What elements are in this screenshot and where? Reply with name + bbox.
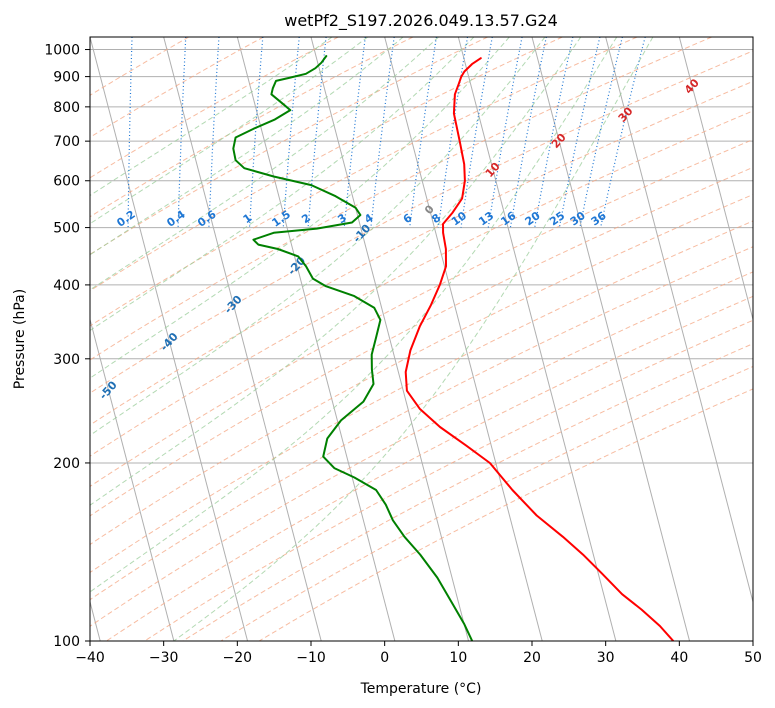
y-tick-label: 300	[53, 352, 80, 368]
moist-adiabat-line	[90, 37, 475, 332]
y-tick-label: 700	[53, 134, 80, 150]
mixing-ratio-line	[127, 37, 133, 228]
moist-adiabat-line	[90, 37, 510, 379]
x-tick-label: 50	[744, 650, 762, 666]
mixing-ratio-line	[558, 37, 601, 228]
x-axis-title: Temperature (°C)	[360, 681, 482, 697]
moist-adiabat-line	[90, 37, 618, 593]
moist-adiabat-line	[90, 37, 439, 291]
moist-adiabat-line	[90, 37, 333, 197]
y-tick-label: 800	[53, 100, 80, 116]
x-tick-label: 0	[380, 650, 389, 666]
dry-adiabat-line	[90, 110, 753, 457]
isotherm-line	[310, 37, 470, 641]
x-axis-ticks: −40 −30 −20 −10 0 10 20 30 40 50	[75, 641, 762, 666]
y-tick-label: 1000	[44, 43, 80, 59]
y-tick-label: 500	[53, 221, 80, 237]
dry-adiabat-line	[144, 319, 753, 641]
dry-adiabat-line	[90, 50, 753, 394]
isotherm-line	[384, 37, 543, 641]
isotherm-line	[236, 37, 396, 641]
x-tick-label: −40	[75, 650, 105, 666]
x-tick-label: −10	[296, 650, 326, 666]
moist-adiabat-line	[173, 37, 654, 641]
x-tick-label: 40	[670, 650, 688, 666]
mixing-ratio-lines	[127, 37, 646, 228]
isotherm-line	[457, 37, 617, 641]
moist-adiabat-line	[90, 37, 582, 506]
y-axis-ticks: 100 200 300 400 500 600 700 800 900 1000	[44, 43, 90, 650]
dry-adiabat-line	[106, 295, 753, 641]
dry-adiabat-line	[90, 80, 753, 426]
x-tick-label: −20	[223, 650, 253, 666]
y-tick-label: 900	[53, 70, 80, 86]
dry-adiabat-line	[90, 37, 638, 327]
x-tick-label: 20	[523, 650, 541, 666]
plot-frame	[89, 36, 754, 642]
dry-adiabat-line	[90, 271, 753, 627]
y-tick-label: 400	[53, 278, 80, 294]
mixing-ratio-line	[177, 37, 187, 228]
isotherm-line	[605, 37, 753, 604]
moist-adiabats	[90, 37, 654, 641]
dry-adiabat-line	[90, 37, 414, 218]
plot-area: 0.10.20.40.611.52346810131620253036-100-…	[90, 37, 753, 641]
dewpoint-line	[232, 55, 474, 641]
isotherm-line	[531, 37, 691, 641]
mixing-ratio-line	[248, 37, 264, 228]
isotherm-line	[678, 37, 753, 322]
dry-adiabat-line	[90, 37, 488, 255]
mixing-ratio-line	[208, 37, 220, 228]
x-tick-label: 30	[597, 650, 615, 666]
dry-adiabat-line	[90, 37, 190, 96]
dry-adiabat-line	[90, 138, 753, 487]
skewed-isotherms	[90, 37, 753, 641]
profile-series	[232, 55, 675, 641]
x-tick-label: −30	[149, 650, 179, 666]
isotherm-line	[90, 317, 175, 641]
isotherm-line	[163, 37, 322, 641]
dry-adiabat-line	[90, 37, 712, 361]
dry-adiabats	[90, 37, 753, 641]
moist-adiabat-line	[90, 37, 368, 225]
dry-adiabat-line	[90, 220, 753, 574]
dry-adiabat-line	[90, 166, 753, 517]
mixing-ratio-line	[579, 37, 623, 228]
dry-adiabat-line	[90, 37, 563, 292]
x-tick-label: 10	[449, 650, 467, 666]
chart-title: wetPf2_S197.2026.049.13.57.G24	[284, 11, 558, 31]
moist-adiabat-line	[90, 37, 404, 256]
y-tick-label: 600	[53, 174, 80, 190]
pressure-gridlines	[90, 49, 753, 641]
isotherm-line	[90, 37, 249, 641]
mixing-ratio-line	[282, 37, 300, 228]
y-tick-label: 200	[53, 456, 80, 472]
y-axis-title: Pressure (hPa)	[12, 289, 28, 389]
moist-adiabat-line	[90, 37, 546, 436]
dry-adiabat-line	[90, 246, 753, 601]
temperature-line	[404, 57, 675, 641]
y-tick-label: 100	[53, 634, 80, 650]
